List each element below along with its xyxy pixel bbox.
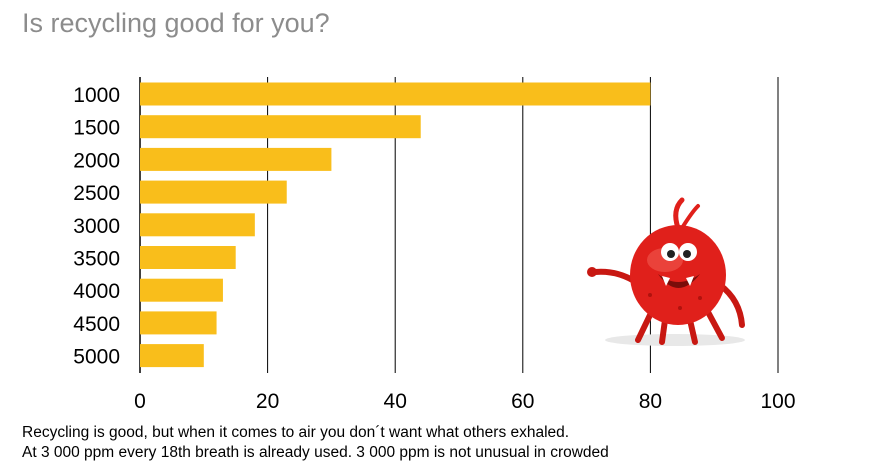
category-label: 4000: [73, 280, 120, 303]
caption-line-1: Recycling is good, but when it comes to …: [22, 424, 570, 441]
bar: [140, 147, 332, 171]
red-germ-monster-icon: [587, 197, 745, 346]
chart-bars: [140, 82, 651, 368]
bar: [140, 344, 204, 368]
bar: [140, 246, 236, 269]
x-tick-label: 20: [256, 390, 279, 413]
category-label: 1000: [73, 84, 120, 107]
bar: [140, 82, 651, 106]
category-label: 1500: [73, 117, 120, 140]
category-labels: 1000 1500 2000 2500 3000 3500 4000 4500 5000: [73, 84, 120, 369]
x-tick-label: 0: [134, 390, 146, 413]
bar: [140, 213, 255, 237]
bar-chart: 1000 1500 2000 2500 3000 3500 4000 4500 5000 0 20…: [73, 77, 796, 413]
caption-line-2: At 3 000 ppm every 18th breath is alread…: [22, 444, 609, 461]
chart-title: Is recycling good for you?: [22, 8, 330, 38]
category-label: 2500: [73, 182, 120, 205]
x-tick-label: 40: [384, 390, 407, 413]
bar: [140, 115, 421, 139]
category-label: 4500: [73, 313, 120, 336]
bar: [140, 180, 287, 204]
bar: [140, 278, 223, 302]
category-label: 3000: [73, 215, 120, 238]
bar: [140, 311, 217, 335]
category-label: 5000: [73, 346, 120, 369]
x-tick-label: 80: [639, 390, 662, 413]
x-tick-label: 100: [760, 390, 795, 413]
category-label: 2000: [73, 149, 120, 172]
x-tick-label: 60: [511, 390, 534, 413]
x-tick-labels: 0 20 40 60 80 100: [134, 390, 795, 413]
category-label: 3500: [73, 248, 120, 271]
